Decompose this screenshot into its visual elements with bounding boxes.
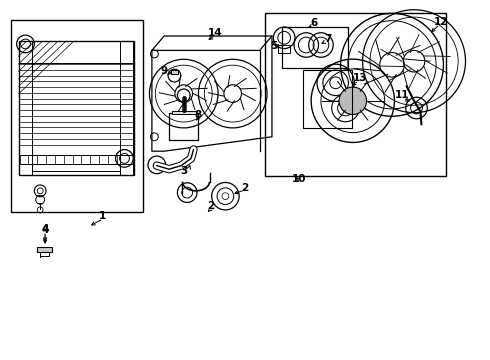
Circle shape	[339, 87, 367, 114]
Bar	[120, 41, 133, 175]
Text: 1: 1	[99, 211, 106, 221]
Text: 2: 2	[207, 201, 214, 211]
Text: 4: 4	[41, 224, 49, 234]
Bar	[19, 41, 134, 175]
Bar	[37, 247, 52, 252]
Text: 11: 11	[394, 90, 409, 100]
Text: 7: 7	[324, 34, 332, 44]
Bar	[282, 27, 348, 68]
Text: 13: 13	[353, 73, 368, 84]
Text: 14: 14	[208, 28, 223, 38]
Bar	[278, 45, 290, 53]
Text: 2: 2	[242, 183, 248, 193]
Bar	[171, 70, 178, 74]
Text: 3: 3	[180, 166, 187, 176]
Bar	[32, 164, 120, 171]
Bar	[265, 13, 446, 176]
Text: 6: 6	[310, 18, 317, 28]
Bar	[303, 70, 352, 128]
Bar	[19, 41, 134, 63]
Bar	[11, 20, 143, 212]
Bar	[172, 111, 196, 114]
Circle shape	[342, 104, 349, 112]
Text: 8: 8	[195, 110, 202, 120]
Text: 5: 5	[270, 41, 277, 51]
Text: 10: 10	[292, 174, 306, 184]
Bar	[19, 155, 134, 164]
Bar	[19, 41, 32, 175]
Text: 4: 4	[41, 225, 49, 235]
Text: 12: 12	[434, 17, 448, 27]
Text: 9: 9	[161, 66, 168, 76]
Bar	[40, 252, 49, 256]
Bar	[169, 113, 198, 140]
